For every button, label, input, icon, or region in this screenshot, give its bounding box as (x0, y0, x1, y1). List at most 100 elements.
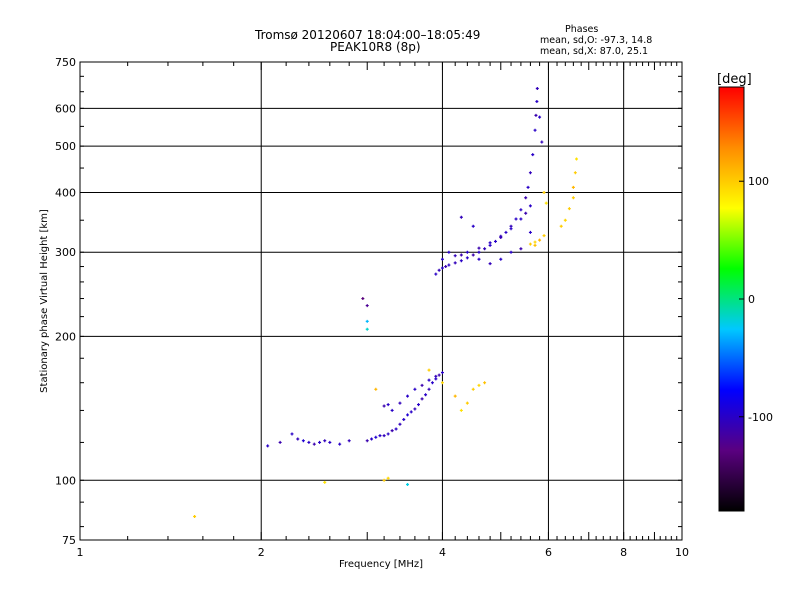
data-point (465, 250, 469, 254)
x-axis-label: Frequency [MHz] (339, 559, 423, 570)
data-point (406, 394, 410, 398)
data-point (307, 440, 311, 444)
x-tick-label: 2 (258, 546, 265, 559)
colorbar-tick-label: 0 (748, 293, 755, 306)
data-point (382, 434, 386, 438)
stats-x-mode: mean, sd,X: 87.0, 25.1 (540, 46, 649, 57)
colorbar-label: [deg] (717, 72, 752, 87)
data-point (493, 239, 497, 243)
y-tick-label: 750 (55, 56, 76, 69)
data-point (535, 100, 539, 104)
data-point (477, 246, 481, 250)
y-tick-label: 200 (55, 330, 76, 343)
data-point (528, 242, 532, 246)
data-point (534, 113, 538, 117)
data-point (290, 432, 294, 436)
x-tick-label: 8 (620, 546, 627, 559)
data-point (361, 297, 365, 301)
data-point (434, 272, 438, 276)
chart-title: Tromsø 20120607 18:04:00–18:05:49 (255, 28, 481, 42)
data-point (524, 196, 528, 200)
data-point (338, 442, 342, 446)
data-point (540, 140, 544, 144)
data-point (406, 413, 410, 417)
data-point (571, 185, 575, 189)
data-point (526, 185, 530, 189)
data-point (535, 87, 539, 91)
x-tick-label: 1 (77, 546, 84, 559)
data-point (538, 115, 542, 119)
data-point (402, 418, 406, 422)
y-tick-label: 75 (62, 534, 76, 547)
data-point (390, 408, 394, 412)
data-point (413, 387, 417, 391)
data-point (378, 434, 382, 438)
data-point (318, 440, 322, 444)
data-point (477, 383, 481, 387)
data-point (465, 256, 469, 260)
data-point (453, 261, 457, 265)
data-point (488, 241, 492, 245)
data-point (465, 401, 469, 405)
data-point (193, 514, 197, 518)
data-point (382, 404, 386, 408)
data-point (471, 253, 475, 257)
data-point (386, 476, 390, 480)
data-point (427, 368, 431, 372)
data-point (447, 250, 451, 254)
data-point (312, 442, 316, 446)
plot-frame (79, 61, 683, 541)
y-tick-label: 500 (55, 140, 76, 153)
x-tick-label: 4 (439, 546, 446, 559)
chart-subtitle: PEAK10R8 (8p) (330, 40, 421, 54)
data-point (409, 410, 413, 414)
data-point (528, 171, 532, 175)
data-point (427, 378, 431, 382)
data-point (424, 393, 428, 397)
data-point (477, 250, 481, 254)
data-point (533, 240, 537, 244)
data-point (573, 171, 577, 175)
data-point (542, 234, 546, 238)
data-point (571, 196, 575, 200)
data-point (301, 439, 305, 443)
data-point (575, 157, 579, 161)
data-point (440, 257, 444, 261)
data-point (328, 440, 332, 444)
data-point (440, 371, 444, 375)
data-point (365, 327, 369, 331)
data-point (531, 153, 535, 157)
data-point (563, 218, 567, 222)
data-point (488, 243, 492, 247)
data-point (323, 439, 327, 443)
data-point (437, 268, 441, 272)
data-point (542, 190, 546, 194)
data-point (509, 250, 513, 254)
data-point (398, 401, 402, 405)
data-point (347, 439, 351, 443)
data-point (509, 227, 513, 231)
data-point (390, 429, 394, 433)
y-tick-label: 400 (55, 186, 76, 199)
data-point (528, 230, 532, 234)
data-point (406, 482, 410, 486)
data-point (365, 439, 369, 443)
data-point (447, 263, 451, 267)
data-point (365, 319, 369, 323)
data-point (504, 230, 508, 234)
y-tick-label: 600 (55, 102, 76, 115)
data-point (398, 422, 402, 426)
data-point (440, 381, 444, 385)
data-point (544, 201, 548, 205)
data-point (296, 437, 300, 441)
data-point (437, 373, 441, 377)
data-point (365, 304, 369, 308)
x-tick-label: 6 (545, 546, 552, 559)
data-point (374, 387, 378, 391)
data-point (427, 387, 431, 391)
colorbar-tick-label: 100 (748, 175, 769, 188)
data-point (514, 217, 518, 221)
data-point (266, 444, 270, 448)
data-point (413, 407, 417, 411)
data-point (453, 394, 457, 398)
